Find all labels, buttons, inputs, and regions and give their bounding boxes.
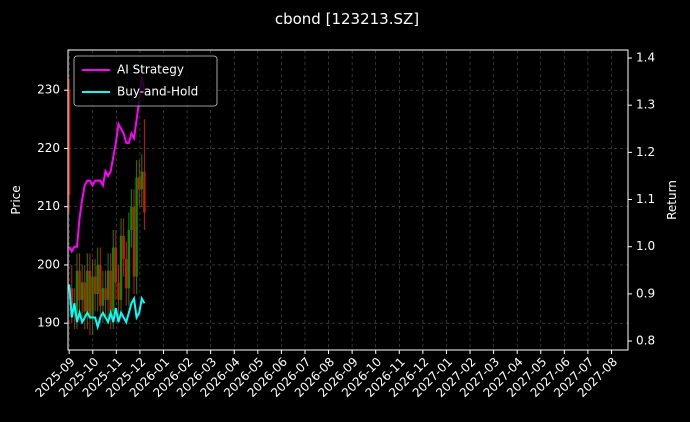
y2-tick-label: 1.4 bbox=[636, 51, 655, 65]
candle-body bbox=[119, 235, 123, 300]
candle-body bbox=[70, 288, 73, 306]
y2-tick-label: 1.1 bbox=[636, 192, 655, 206]
candle-body bbox=[114, 247, 118, 283]
candle-body bbox=[132, 206, 136, 277]
y-tick-label: 230 bbox=[37, 83, 60, 97]
line-series bbox=[68, 76, 146, 254]
legend-box bbox=[73, 55, 218, 107]
candle-body bbox=[130, 206, 133, 230]
y-tick-label: 220 bbox=[37, 141, 60, 155]
y-tick-label: 190 bbox=[37, 316, 60, 330]
legend-label: Buy-and-Hold bbox=[117, 85, 198, 99]
candle-body bbox=[96, 264, 99, 295]
candle-body bbox=[99, 264, 102, 306]
candle-body bbox=[86, 270, 89, 312]
candle-body bbox=[80, 282, 84, 300]
candle-body bbox=[104, 288, 107, 300]
candle-body bbox=[91, 276, 94, 318]
candle-body bbox=[122, 235, 125, 260]
candle-body bbox=[143, 171, 146, 213]
candle-body bbox=[109, 270, 112, 312]
candle-body bbox=[112, 247, 115, 312]
y2-tick-label: 0.8 bbox=[636, 334, 655, 348]
candle-body bbox=[140, 171, 144, 190]
candle-body bbox=[138, 177, 141, 190]
candle-body bbox=[127, 230, 131, 289]
y2-tick-label: 1.2 bbox=[636, 145, 655, 159]
candle-body bbox=[83, 282, 86, 312]
candle-body bbox=[93, 276, 97, 295]
y2-tick-label: 0.9 bbox=[636, 286, 655, 300]
y2-tick-label: 1.3 bbox=[636, 98, 655, 112]
y2-axis-label: Return bbox=[665, 180, 679, 220]
candle-body bbox=[125, 259, 128, 289]
candle-body bbox=[88, 270, 92, 318]
candle-body bbox=[117, 282, 120, 300]
candle-body bbox=[67, 90, 71, 196]
chart-title: cbond [123213.SZ] bbox=[275, 10, 419, 28]
y-tick-label: 200 bbox=[37, 257, 60, 271]
plot-frame bbox=[67, 49, 629, 351]
candle-body bbox=[78, 270, 81, 300]
candle-body bbox=[135, 177, 138, 277]
legend-label: AI Strategy bbox=[117, 63, 184, 77]
line-series bbox=[68, 284, 146, 331]
y-tick-label: 210 bbox=[37, 199, 60, 213]
candle-body bbox=[101, 288, 105, 306]
y2-tick-label: 1.0 bbox=[636, 239, 655, 253]
candle-body bbox=[75, 270, 79, 312]
y-axis-label: Price bbox=[9, 185, 23, 214]
candle-body bbox=[106, 270, 110, 300]
